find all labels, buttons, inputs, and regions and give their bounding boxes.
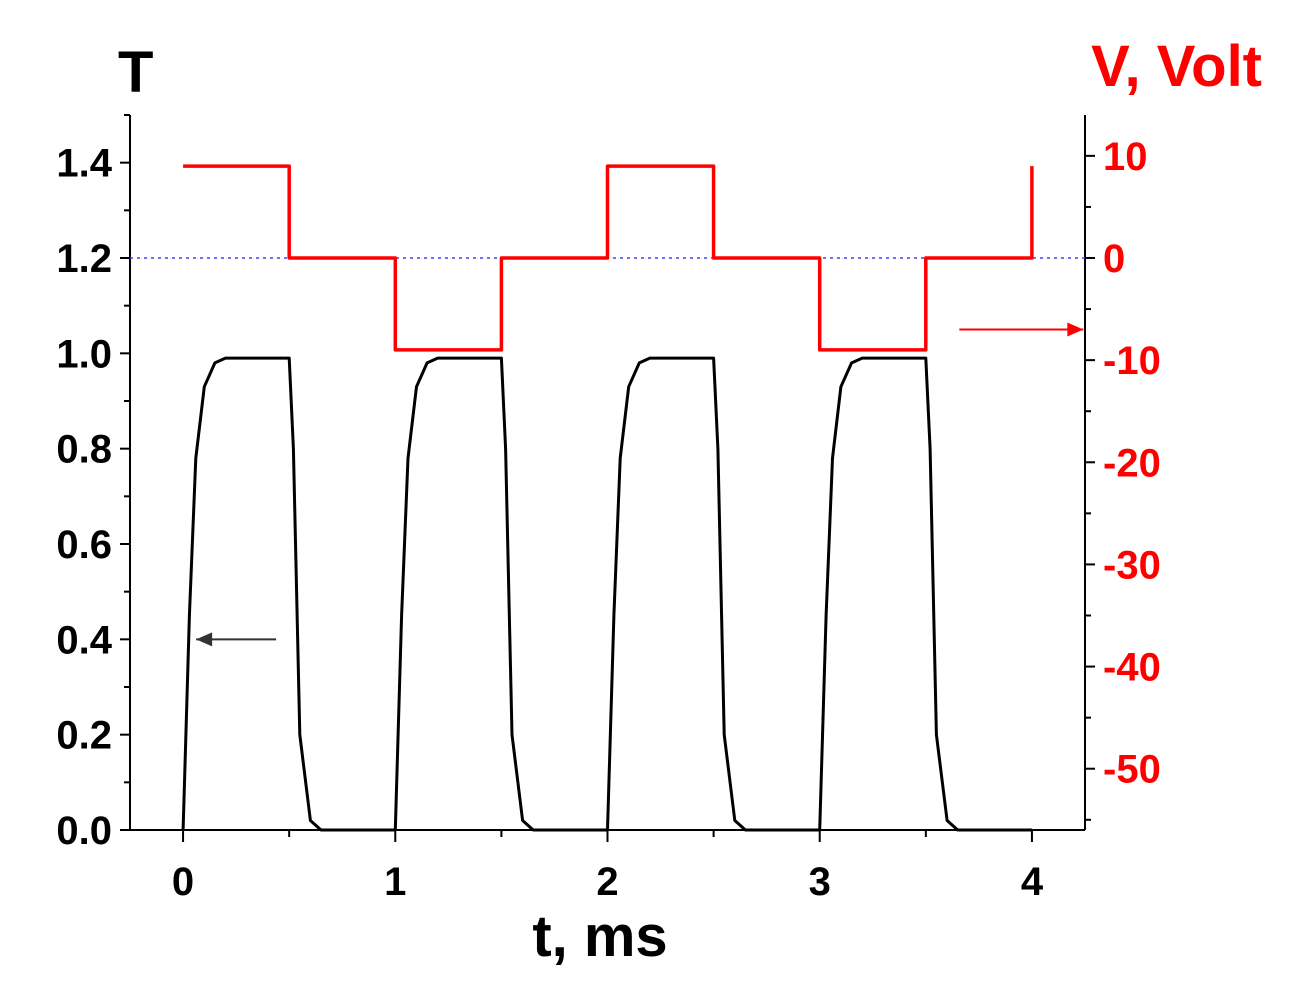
x-axis-title: t, ms <box>532 904 667 969</box>
series-layer <box>181 164 1034 832</box>
series-line-0 <box>183 164 1034 352</box>
y-right-tick-label-0: 10 <box>1103 135 1148 179</box>
arrow-head-0 <box>196 632 213 647</box>
y-right-tick-label-4: -30 <box>1103 543 1161 587</box>
ticks-layer: 0 1 2 3 4 0.0 0.2 0.4 0.6 0.8 1.0 1.2 1.4 10 0 -10 -20 -3… <box>56 114 1161 904</box>
y-left-tick-label-5: 1.0 <box>56 332 112 376</box>
x-tick-label-2: 2 <box>596 860 618 904</box>
y-left-tick-label-1: 0.2 <box>56 714 112 758</box>
left-axis-title: T <box>118 40 153 105</box>
series-line-1 <box>181 356 1032 832</box>
y-right-tick-label-2: -10 <box>1103 339 1161 383</box>
y-right-tick-label-6: -50 <box>1103 748 1161 792</box>
arrow-head-1 <box>1067 322 1084 337</box>
y-left-tick-label-4: 0.8 <box>56 428 112 472</box>
x-tick-label-4: 4 <box>1021 860 1044 904</box>
x-tick-label-0: 0 <box>172 860 194 904</box>
y-right-tick-label-1: 0 <box>1103 237 1125 281</box>
y-right-tick-label-3: -20 <box>1103 441 1161 485</box>
y-left-tick-label-6: 1.2 <box>56 237 112 281</box>
y-left-tick-label-0: 0.0 <box>56 809 112 853</box>
x-tick-label-1: 1 <box>384 860 406 904</box>
x-tick-label-3: 3 <box>809 860 831 904</box>
y-left-tick-label-3: 0.6 <box>56 523 112 567</box>
right-axis-title: V, Volt <box>1091 34 1262 99</box>
y-left-tick-label-7: 1.4 <box>56 142 112 186</box>
y-right-tick-label-5: -40 <box>1103 646 1161 690</box>
y-left-tick-label-2: 0.4 <box>56 618 112 662</box>
annotation-layer <box>196 322 1084 647</box>
